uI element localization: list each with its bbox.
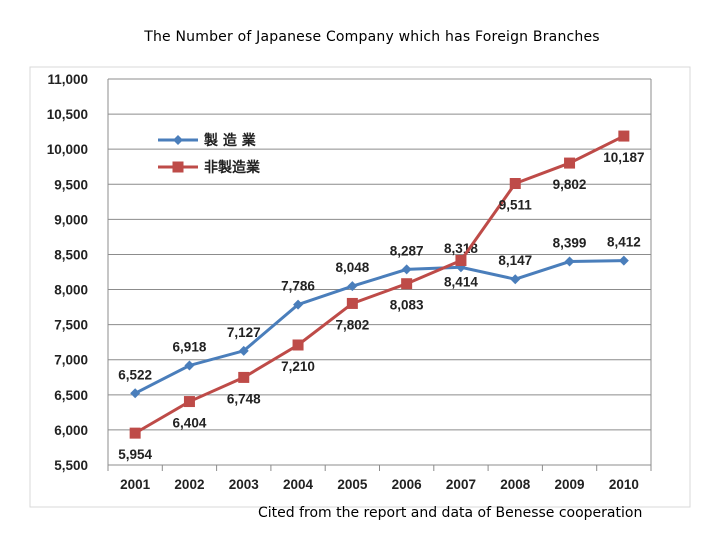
data-point xyxy=(347,281,358,292)
data-label: 7,210 xyxy=(281,359,315,374)
chart-frame xyxy=(29,66,691,508)
data-point xyxy=(401,278,413,290)
x-tick-label: 2003 xyxy=(229,477,260,492)
legend-marker xyxy=(172,161,184,173)
data-point xyxy=(130,388,141,399)
data-label: 8,147 xyxy=(498,253,532,268)
x-tick-label: 2001 xyxy=(120,477,151,492)
data-point xyxy=(346,297,358,309)
data-label: 8,287 xyxy=(390,243,424,258)
y-tick-label: 6,500 xyxy=(54,388,88,403)
data-label: 8,048 xyxy=(335,260,369,275)
y-tick-label: 8,500 xyxy=(54,247,88,262)
data-point xyxy=(509,178,521,190)
data-point xyxy=(238,345,249,356)
data-point xyxy=(129,427,141,439)
y-tick-label: 9,500 xyxy=(54,177,88,192)
x-tick-label: 2008 xyxy=(500,477,531,492)
data-label: 8,412 xyxy=(607,235,641,250)
data-label: 8,414 xyxy=(444,274,478,289)
data-point xyxy=(401,264,412,275)
data-point xyxy=(184,360,195,371)
data-label: 10,187 xyxy=(603,150,644,165)
data-point xyxy=(510,274,521,285)
data-point xyxy=(618,130,630,142)
data-label: 9,511 xyxy=(499,198,533,213)
y-tick-label: 11,000 xyxy=(47,72,88,87)
data-label: 8,083 xyxy=(390,298,424,313)
x-tick-label: 2007 xyxy=(446,477,476,492)
y-tick-label: 7,000 xyxy=(54,353,88,368)
data-label: 7,127 xyxy=(227,325,261,340)
y-tick-label: 10,000 xyxy=(47,142,88,157)
data-label: 6,404 xyxy=(173,416,207,431)
data-label: 5,954 xyxy=(118,447,152,462)
y-tick-label: 6,000 xyxy=(54,423,88,438)
data-label: 9,802 xyxy=(553,177,587,192)
y-tick-label: 10,500 xyxy=(47,107,88,122)
legend-marker xyxy=(173,135,183,145)
data-point xyxy=(564,256,575,267)
data-point xyxy=(618,255,629,266)
x-tick-label: 2009 xyxy=(555,477,585,492)
data-label: 6,522 xyxy=(118,367,152,382)
data-label: 7,786 xyxy=(281,279,315,294)
data-label: 8,318 xyxy=(444,241,478,256)
data-label: 6,748 xyxy=(227,391,261,406)
data-point xyxy=(238,371,250,383)
data-point xyxy=(293,299,304,310)
x-tick-label: 2005 xyxy=(337,477,368,492)
y-tick-label: 8,000 xyxy=(54,283,88,298)
x-tick-label: 2002 xyxy=(174,477,204,492)
series-line-1 xyxy=(134,259,624,395)
legend-label: 非製造業 xyxy=(204,159,261,176)
data-label: 6,918 xyxy=(173,339,207,354)
x-tick-label: 2004 xyxy=(283,477,314,492)
series-line-2 xyxy=(134,134,625,435)
y-tick-label: 9,000 xyxy=(54,212,88,227)
y-tick-label: 5,500 xyxy=(54,458,88,473)
data-point xyxy=(564,157,576,169)
chart-title: The Number of Japanese Company which has… xyxy=(144,29,600,45)
data-label: 7,802 xyxy=(335,317,369,332)
source-note: Cited from the report and data of Beness… xyxy=(258,505,643,521)
x-tick-label: 2010 xyxy=(609,477,639,492)
data-point xyxy=(455,254,467,266)
y-tick-label: 7,500 xyxy=(54,318,88,333)
x-tick-label: 2006 xyxy=(392,477,423,492)
data-point xyxy=(292,339,304,351)
data-point xyxy=(183,396,195,408)
legend-label: 製 造 業 xyxy=(203,132,257,149)
data-label: 8,399 xyxy=(553,236,587,251)
